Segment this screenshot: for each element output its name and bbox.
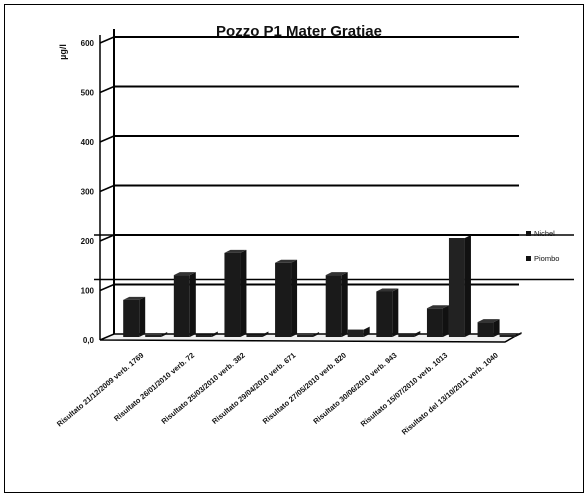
bar-piombo — [195, 334, 212, 337]
chart-frame: Pozzo P1 Mater Gratiae µg/l 0,0 100 200 300… — [4, 4, 584, 493]
y-tick-label: 0,0 — [83, 336, 95, 345]
y-tick-label: 200 — [81, 237, 95, 246]
bar-nichel-top — [275, 259, 298, 263]
y-tick-label: 600 — [81, 39, 95, 48]
bar-piombo-side — [262, 331, 269, 337]
bar-nichel-top — [224, 249, 247, 253]
bar-nichel-top — [173, 272, 196, 276]
y-axis-label: µg/l — [58, 44, 68, 60]
bar-nichel — [173, 275, 190, 337]
bar-piombo-side — [515, 332, 522, 337]
gridline-side — [99, 184, 115, 193]
y-tick-label: 100 — [81, 287, 95, 296]
y-tick-label: 400 — [81, 138, 95, 147]
legend: Nichel Piombo — [526, 229, 559, 263]
bar-piombo-side — [211, 331, 218, 337]
bar-nichel-side — [341, 272, 348, 337]
bar-piombo — [347, 329, 364, 337]
chart-title: Pozzo P1 Mater Gratiae — [216, 23, 382, 40]
bar-nichel-top — [426, 305, 449, 309]
legend-label: Piombo — [534, 254, 559, 263]
bar-piombo-side — [161, 332, 168, 337]
bar-nichel-side — [392, 288, 399, 337]
bar-piombo — [448, 238, 465, 337]
bar-piombo — [145, 335, 162, 337]
bar-piombo-side — [414, 331, 421, 337]
bar-nichel — [123, 299, 140, 337]
y-tick-labels: 0,0 100 200 300 400 500 600 — [81, 39, 95, 345]
legend-label: Nichel — [534, 229, 555, 238]
bar-nichel — [426, 308, 443, 337]
bar-nichel-side — [442, 305, 449, 337]
gridline-side — [99, 85, 115, 94]
chart-border — [4, 4, 584, 493]
bar-piombo-side — [313, 332, 320, 337]
bar-nichel-side — [240, 249, 247, 337]
gridline-side — [99, 283, 115, 292]
bar-nichel — [477, 322, 494, 337]
bar-piombo-side — [363, 326, 370, 337]
bar-piombo — [398, 334, 415, 337]
legend-swatch — [526, 256, 531, 261]
bar-piombo — [246, 334, 263, 337]
bar-nichel-side — [139, 296, 146, 337]
bar-nichel — [224, 252, 241, 337]
bar-nichel-top — [325, 272, 348, 276]
bar-piombo-side — [464, 235, 471, 337]
bar-nichel-top — [123, 296, 146, 300]
bar-nichel-top — [376, 288, 399, 292]
bar-nichel — [275, 262, 292, 337]
bar-nichel-side — [189, 272, 196, 337]
bar-chart: Pozzo P1 Mater Gratiae µg/l 0,0 100 200 300… — [4, 4, 584, 493]
gridline-side — [99, 135, 115, 143]
legend-swatch — [526, 231, 531, 236]
bar-nichel-top — [477, 319, 500, 323]
bar-piombo — [499, 335, 516, 337]
gridline-side — [99, 36, 115, 44]
y-tick-label: 500 — [81, 89, 95, 98]
bar-nichel — [376, 291, 393, 337]
bar-piombo — [297, 335, 314, 337]
gridline-side — [99, 234, 115, 242]
y-tick-label: 300 — [81, 188, 95, 197]
bar-nichel-side — [493, 319, 500, 337]
bars — [123, 235, 522, 337]
bar-nichel-side — [291, 259, 298, 337]
bar-nichel — [325, 275, 342, 337]
